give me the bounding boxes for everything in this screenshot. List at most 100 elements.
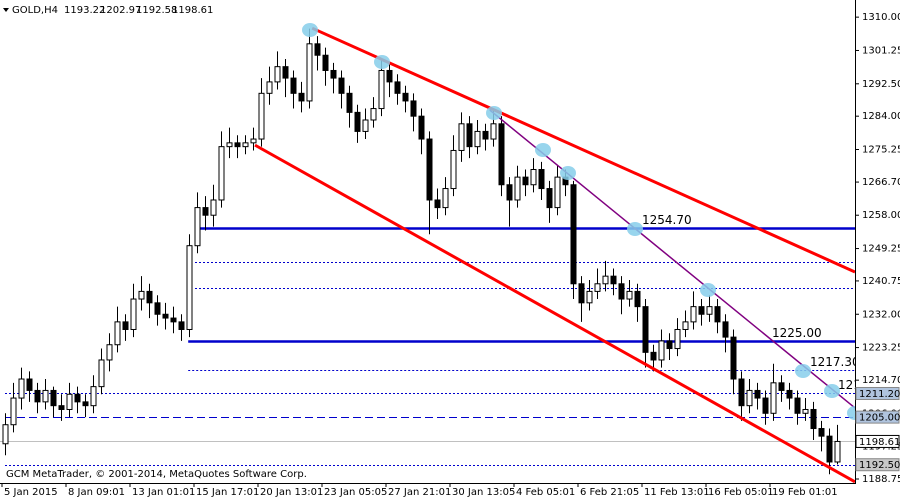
marker [700,283,716,297]
x-tick-label: 30 Jan 13:05 [452,487,515,498]
high: 1202.97 [100,5,141,16]
candle-body [338,77,345,94]
marker [824,384,840,398]
y-tick-label: 1232.00 [862,309,900,320]
candle-body [826,435,833,463]
candle-body [202,207,209,216]
candle-body [362,119,369,132]
candle-body [570,184,577,285]
trendline [489,109,855,409]
candle-body [506,184,513,201]
price-box-label: 1205.00 [859,413,900,424]
marker [374,55,390,69]
candle-body [394,81,401,94]
candle-body [162,313,169,319]
marker [560,166,576,180]
candle-body [586,290,593,304]
candle-body [266,81,273,94]
candle-body [618,283,625,300]
candle-body [82,401,89,407]
candle-body [522,176,529,186]
candle-body [154,302,161,315]
candle-body [258,92,265,140]
candle-body [106,344,113,361]
candle-body [410,100,417,117]
candle-body [418,115,425,140]
candle-body [482,130,489,140]
candle-body [442,188,449,209]
candle-body [298,92,305,102]
y-tick-label: 1275.25 [862,145,900,156]
x-tick-label: 16 Feb 05:01 [708,487,774,498]
candle-body [458,123,465,151]
candle-body [530,169,537,186]
candle-body [130,298,137,330]
y-tick-label: 1292.50 [862,79,900,90]
y-tick-label: 1310.00 [862,12,900,23]
low: 1192.58 [136,5,177,16]
candle-body [434,199,441,209]
candle-body [762,397,769,414]
x-tick-label: 27 Jan 21:01 [388,487,451,498]
candle-body [250,138,257,144]
candle-body [42,389,49,403]
copyright: GCM MetaTrader, © 2001-2014, MetaQuotes … [6,469,307,480]
candle-body [498,123,505,186]
candle-body [658,340,665,361]
candle-body [426,138,433,201]
candle-body [642,306,649,353]
marker [535,143,551,157]
y-tick-label: 1301.25 [862,45,900,56]
price-box [855,386,900,400]
y-tick-label: 1188.75 [862,474,900,485]
level-label: 1225.00 [772,326,822,340]
x-tick-label: 11 Feb 13:01 [644,487,710,498]
price-box [855,458,900,472]
candle-body [314,43,321,56]
symbol: GOLD,H4 [12,5,58,16]
menu-triangle[interactable] [3,8,9,12]
candle-body [834,440,841,463]
candle-body [802,408,809,414]
candle-body [10,397,17,426]
open: 1193.22 [64,5,105,16]
marker [847,406,855,420]
candle-body [754,389,761,399]
candle-body [594,283,601,292]
candle-body [538,169,545,190]
candle-body [122,321,129,330]
candle-body [234,142,241,148]
candle-body [706,306,713,315]
candle-body [370,108,377,121]
marker [795,364,811,378]
y-tick-label: 1258.00 [862,210,900,221]
candle-body [666,340,673,350]
price-box [855,410,900,424]
candle-body [210,199,217,216]
candle-body [98,359,105,388]
candles [2,28,841,475]
candle-body [274,66,281,83]
levels [0,227,855,466]
candle-body [554,176,561,209]
y-tick-label: 1223.25 [862,343,900,354]
candle-body [330,69,337,79]
price-box-label: 1211.20 [859,389,900,400]
price-box [855,434,900,448]
header: GOLD,H4 1193.221202.971192.581198.61 [12,5,213,16]
trendline [254,143,855,483]
plot-area: 1254.70 1225.00 1217.30 1211.20 [0,23,888,483]
candle-body [58,405,65,410]
y-tick-label: 1284.00 [862,111,900,122]
marker [302,23,318,37]
y-tick-label: 1240.75 [862,276,900,287]
candle-body [714,306,721,323]
candle-body [450,149,457,190]
candle-body [282,66,289,79]
trendline [311,26,855,274]
candle-body [114,321,121,346]
y-tick-label: 1214.70 [862,375,900,386]
level-label: 1211.20 [838,378,888,392]
